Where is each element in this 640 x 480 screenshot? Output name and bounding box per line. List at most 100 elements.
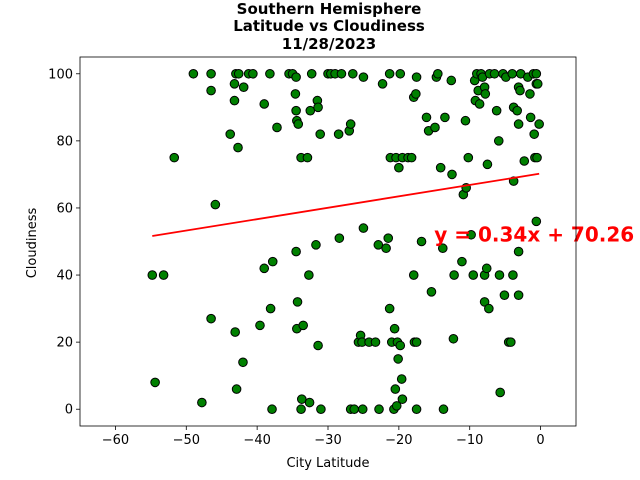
y-tick-label: 20 <box>56 336 73 351</box>
data-point <box>255 320 265 331</box>
data-point <box>233 68 244 79</box>
data-point <box>525 112 536 123</box>
data-point <box>393 354 403 364</box>
data-point <box>506 337 516 347</box>
data-point <box>457 256 467 267</box>
data-point <box>394 162 404 173</box>
data-point <box>397 394 408 404</box>
data-point <box>480 89 491 99</box>
data-point <box>416 236 427 247</box>
data-point <box>197 397 207 408</box>
data-point <box>426 287 437 297</box>
regression-line <box>152 172 540 237</box>
data-point <box>370 337 381 347</box>
data-point <box>395 68 406 79</box>
data-point <box>336 68 347 79</box>
data-point <box>306 68 317 79</box>
data-point <box>304 270 314 280</box>
data-point <box>384 303 395 314</box>
data-point <box>188 68 199 79</box>
data-point <box>482 159 493 170</box>
chart-title-line-2: Latitude vs Cloudiness <box>233 17 425 35</box>
data-point <box>411 89 421 99</box>
data-point <box>272 122 282 133</box>
data-point <box>169 152 180 163</box>
data-point <box>304 397 315 408</box>
data-point <box>421 112 432 123</box>
data-point <box>296 404 306 415</box>
data-point <box>411 72 422 82</box>
data-point <box>229 79 240 89</box>
y-axis-label: Cloudiness <box>25 208 40 279</box>
data-point <box>531 216 542 227</box>
data-point <box>267 256 278 267</box>
data-point <box>225 129 236 139</box>
data-point <box>315 129 326 139</box>
plot-background <box>80 57 576 426</box>
data-point <box>206 68 216 79</box>
data-point <box>259 99 270 109</box>
y-tick-label: 0 <box>65 403 73 418</box>
data-point <box>532 152 542 163</box>
axis-ticks: −60 −50 −40 −30 −20 −10 0 0 20 40 60 80 100 <box>48 67 545 448</box>
chart-title-line-1: Southern Hemisphere <box>237 0 422 18</box>
data-point <box>158 270 169 280</box>
data-point <box>479 297 490 307</box>
data-point <box>507 68 518 79</box>
data-point <box>238 357 248 368</box>
data-point <box>206 85 216 96</box>
data-point <box>291 246 301 257</box>
data-point <box>316 404 326 415</box>
data-point <box>484 303 494 314</box>
data-point <box>298 320 309 331</box>
data-point <box>229 95 240 106</box>
data-point <box>267 404 277 415</box>
data-point <box>468 270 479 280</box>
x-tick-label: −10 <box>456 433 483 448</box>
data-point <box>313 340 323 351</box>
data-point <box>374 404 384 415</box>
y-tick-label: 80 <box>56 134 73 149</box>
data-point <box>291 72 301 82</box>
data-point <box>390 384 401 394</box>
data-point <box>377 79 388 89</box>
data-point <box>383 233 394 243</box>
data-points <box>147 68 544 415</box>
data-point <box>231 384 242 394</box>
data-point <box>489 68 500 79</box>
data-point <box>515 85 525 96</box>
data-point <box>291 105 301 116</box>
data-point <box>147 270 158 280</box>
data-point <box>230 327 240 337</box>
data-point <box>519 156 530 166</box>
y-tick-label: 100 <box>48 67 73 82</box>
x-tick-label: −40 <box>243 433 270 448</box>
data-point <box>313 102 323 113</box>
data-point <box>381 243 391 254</box>
data-point <box>206 313 216 324</box>
data-point <box>512 105 522 116</box>
data-point <box>435 162 446 173</box>
data-point <box>265 303 276 314</box>
data-point <box>389 323 400 334</box>
data-point <box>463 152 474 163</box>
data-point <box>292 297 303 307</box>
data-point <box>491 105 502 116</box>
data-point <box>508 270 518 280</box>
data-point <box>438 404 449 415</box>
data-point <box>348 68 358 79</box>
data-point <box>446 75 457 86</box>
x-tick-label: −60 <box>102 433 129 448</box>
data-point <box>440 112 450 123</box>
data-point <box>494 270 505 280</box>
data-point <box>238 82 249 92</box>
data-point <box>411 337 422 347</box>
y-tick-label: 40 <box>56 269 73 284</box>
data-point <box>460 115 471 126</box>
data-point <box>259 263 270 274</box>
data-point <box>449 270 459 280</box>
data-point <box>534 119 544 129</box>
data-point <box>493 136 504 146</box>
data-point <box>248 68 258 79</box>
data-point <box>150 377 160 388</box>
